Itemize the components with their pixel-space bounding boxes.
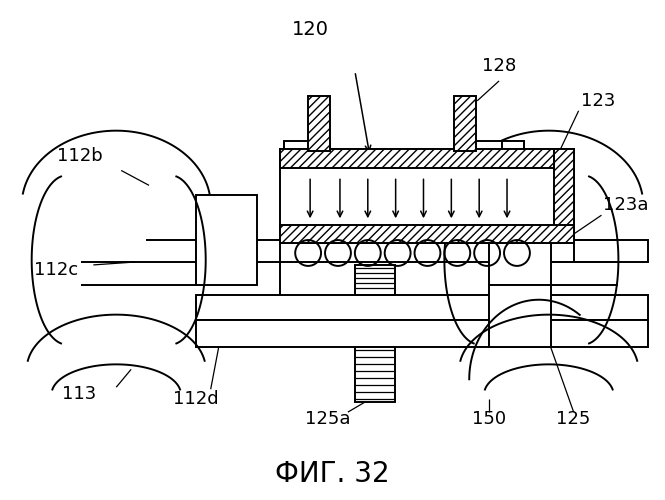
Bar — [308, 96, 330, 150]
Text: 128: 128 — [482, 57, 516, 75]
Text: 150: 150 — [472, 410, 506, 428]
Bar — [196, 320, 648, 347]
Bar — [284, 140, 330, 152]
Bar — [280, 148, 574, 169]
Bar — [280, 148, 574, 243]
Text: 112c: 112c — [35, 261, 78, 279]
Text: 120: 120 — [292, 20, 329, 38]
Bar — [196, 240, 648, 262]
Text: 125a: 125a — [305, 410, 350, 428]
Bar — [502, 140, 524, 148]
Text: 112d: 112d — [173, 390, 219, 408]
Bar — [489, 196, 551, 285]
Bar — [454, 140, 524, 152]
Bar — [355, 348, 394, 402]
Text: 125: 125 — [557, 410, 591, 428]
Bar — [355, 265, 394, 295]
Text: 123a: 123a — [603, 196, 649, 214]
Bar — [489, 285, 551, 348]
Bar — [554, 148, 574, 243]
Text: ФИГ. 32: ФИГ. 32 — [275, 460, 389, 488]
Text: 113: 113 — [63, 385, 96, 403]
Bar — [454, 96, 476, 150]
Bar — [196, 294, 648, 320]
Text: 112b: 112b — [57, 146, 102, 164]
Bar — [280, 225, 574, 243]
Text: 123: 123 — [581, 92, 615, 110]
Bar — [196, 196, 257, 285]
